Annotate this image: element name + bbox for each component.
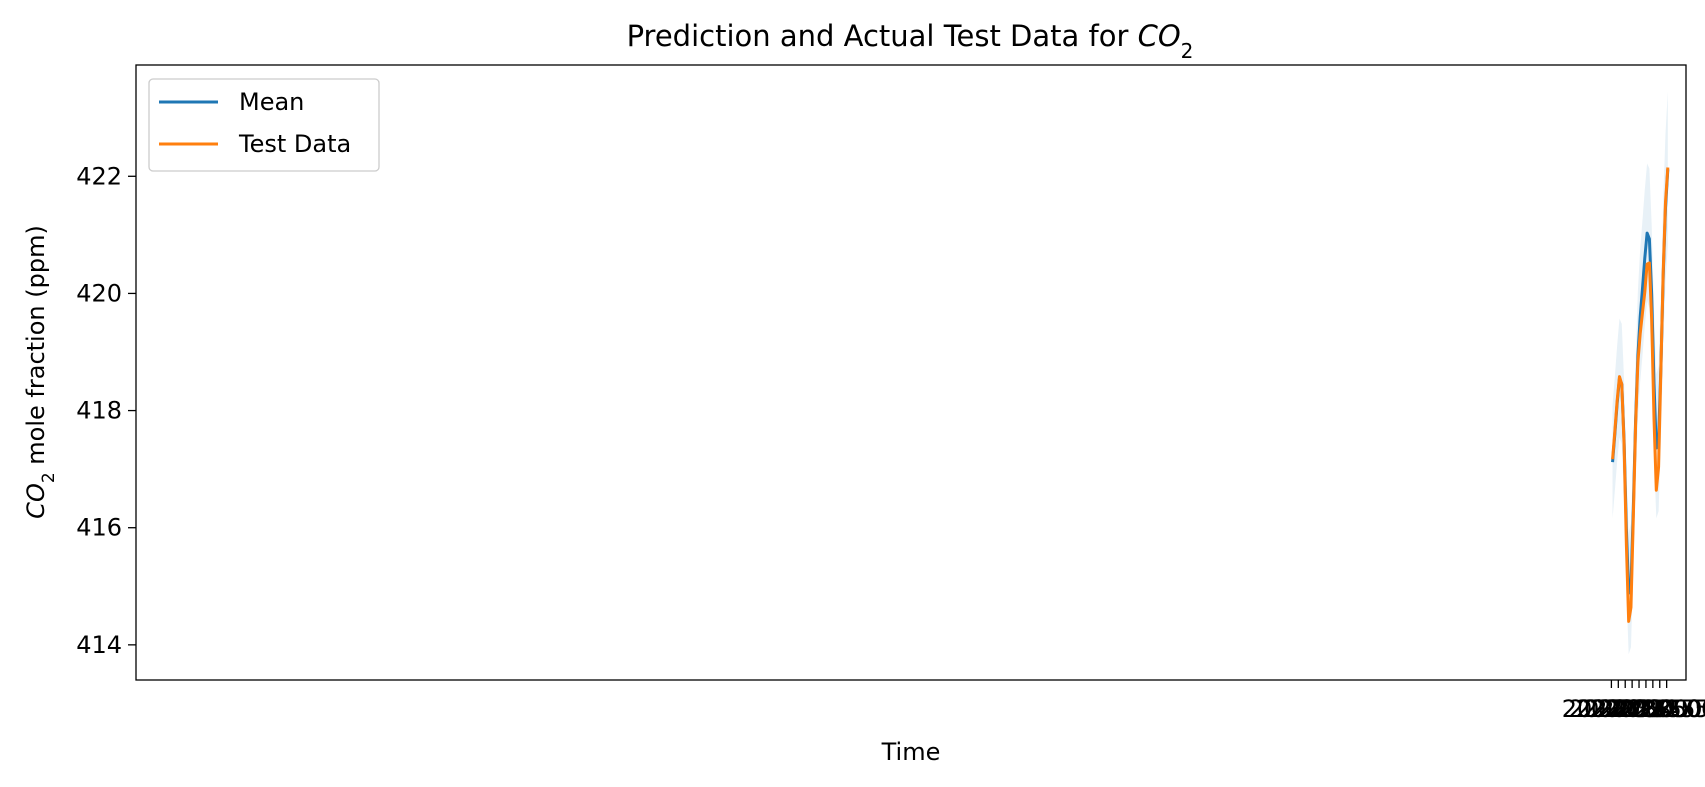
legend-label-test-data: Test Data [238, 130, 351, 158]
x-tick-label: 2023.50 [1603, 695, 1702, 723]
y-axis-label: CO2 mole fraction (ppm) [22, 225, 59, 519]
chart-title: Prediction and Actual Test Data for CO2 [627, 19, 1194, 63]
x-tick-label: 2023.00 [1589, 695, 1688, 723]
x-axis: 2022.002022.252022.502022.752023.002023.… [1562, 680, 1705, 723]
y-tick-label: 414 [76, 631, 122, 659]
x-tick-label: 2023.75 [1610, 695, 1705, 723]
x-axis-label: Time [881, 738, 941, 766]
x-tick-label: 2022.50 [1576, 695, 1675, 723]
x-tick-label: 2022.00 [1562, 695, 1661, 723]
x-tick-label: 2022.75 [1582, 695, 1681, 723]
series-line-test-data [1611, 167, 1670, 623]
plot-area [1611, 91, 1670, 655]
legend: Mean Test Data [148, 78, 380, 172]
x-tick-label: 2023.25 [1596, 695, 1695, 723]
y-axis: 414 416 418 420 422 [76, 162, 136, 659]
y-tick-label: 420 [76, 279, 122, 307]
y-tick-label: 422 [76, 162, 122, 190]
x-tick-label: 2022.25 [1569, 695, 1668, 723]
y-tick-label: 416 [76, 514, 122, 542]
x-tick-label: 2024.00 [1617, 695, 1705, 723]
legend-label-mean: Mean [239, 88, 304, 116]
y-tick-label: 418 [76, 397, 122, 425]
plot-frame [135, 64, 1687, 681]
